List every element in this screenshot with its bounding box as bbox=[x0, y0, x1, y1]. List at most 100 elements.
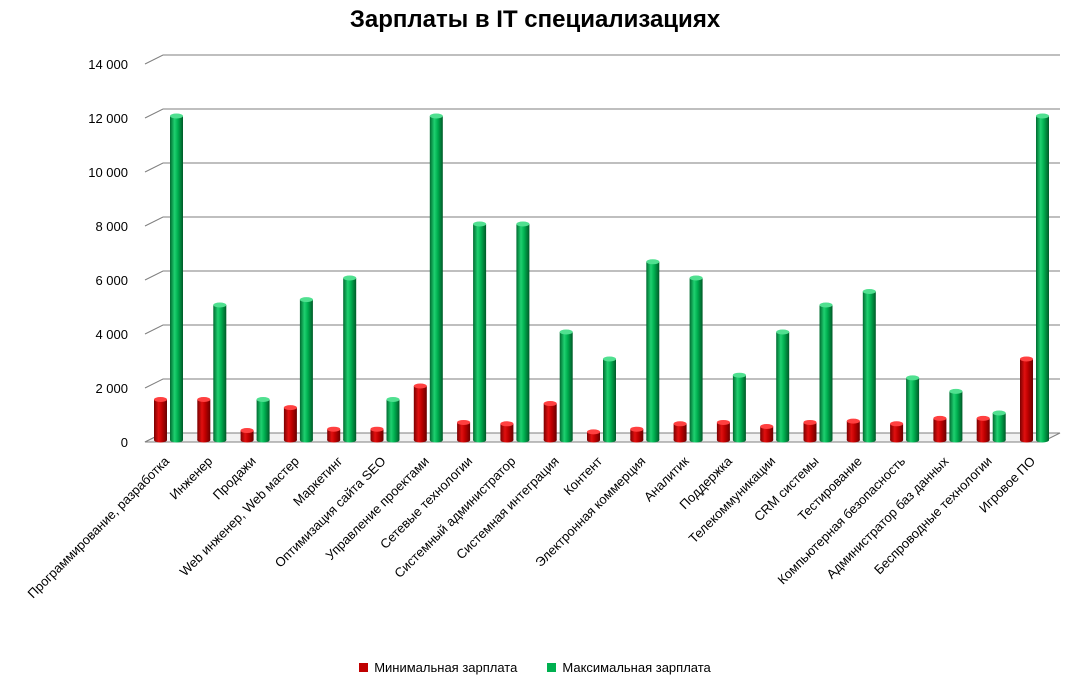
bar-top bbox=[343, 275, 357, 281]
bar-top bbox=[213, 302, 227, 308]
bar-top bbox=[327, 426, 341, 432]
bar-max bbox=[473, 221, 487, 443]
bar-top bbox=[283, 405, 297, 411]
bar-body bbox=[776, 332, 790, 440]
bar-base bbox=[803, 437, 817, 443]
bars bbox=[154, 113, 1049, 443]
bar-base bbox=[630, 437, 644, 443]
legend-item-min: Минимальная зарплата bbox=[359, 660, 517, 675]
bar-base bbox=[732, 437, 746, 443]
bar-top bbox=[819, 302, 833, 308]
bar-body bbox=[819, 305, 833, 440]
bar-base bbox=[949, 437, 963, 443]
bar-base bbox=[154, 437, 167, 443]
bar-base bbox=[716, 437, 730, 443]
bar-body bbox=[890, 423, 904, 440]
bar-top bbox=[370, 426, 384, 432]
bar-top bbox=[992, 410, 1006, 416]
bar-body bbox=[949, 391, 963, 440]
bar-body bbox=[1020, 359, 1033, 440]
bar-max bbox=[213, 302, 227, 443]
y-tick-label: 14 000 bbox=[88, 57, 128, 72]
bar-min bbox=[154, 397, 167, 443]
bar-min bbox=[630, 426, 644, 443]
gridlines bbox=[144, 54, 1061, 443]
legend: Минимальная зарплата Максимальная зарпла… bbox=[0, 660, 1070, 675]
bar-max bbox=[732, 372, 746, 443]
bar-base bbox=[862, 437, 876, 443]
bar-min bbox=[803, 419, 817, 443]
bar-min bbox=[933, 415, 947, 443]
y-tick-label: 0 bbox=[121, 435, 128, 450]
bar-top bbox=[890, 421, 904, 427]
bar-top bbox=[630, 426, 644, 432]
bar-max bbox=[689, 275, 703, 443]
gridline bbox=[144, 324, 1060, 335]
bar-base bbox=[516, 437, 530, 443]
bar-base bbox=[457, 437, 471, 443]
bar-base bbox=[500, 437, 514, 443]
legend-label-min: Минимальная зарплата bbox=[374, 660, 518, 675]
bar-body bbox=[906, 377, 920, 440]
bar-top bbox=[413, 383, 427, 389]
bar-max bbox=[819, 302, 833, 443]
y-tick-label: 8 000 bbox=[95, 219, 128, 234]
bar-base bbox=[906, 437, 920, 443]
chart-floor bbox=[144, 432, 1061, 443]
bar-body bbox=[992, 413, 1006, 440]
bar-top bbox=[299, 297, 313, 303]
bar-top bbox=[603, 356, 616, 362]
bar-max bbox=[949, 388, 963, 443]
bar-base bbox=[170, 437, 183, 443]
y-tick-label: 6 000 bbox=[95, 273, 128, 288]
bar-top bbox=[170, 113, 183, 119]
bar-body bbox=[1036, 116, 1049, 440]
bar-base bbox=[386, 437, 400, 443]
y-tick-label: 10 000 bbox=[88, 165, 128, 180]
bar-body bbox=[154, 399, 167, 440]
bar-max bbox=[256, 397, 270, 443]
bar-base bbox=[559, 437, 573, 443]
bar-body bbox=[716, 422, 730, 440]
x-tick-label: Инженер bbox=[167, 454, 216, 503]
bar-min bbox=[760, 424, 774, 443]
bar-body bbox=[327, 429, 341, 440]
bar-base bbox=[689, 437, 703, 443]
gridline bbox=[144, 108, 1060, 119]
bar-top bbox=[386, 397, 400, 402]
bar-min bbox=[976, 415, 990, 443]
bar-body bbox=[197, 399, 211, 440]
bar-base bbox=[413, 437, 427, 443]
bar-base bbox=[299, 437, 313, 443]
bar-base bbox=[1036, 437, 1049, 443]
gridline bbox=[144, 162, 1060, 173]
y-tick-label: 12 000 bbox=[88, 111, 128, 126]
bar-body bbox=[603, 359, 616, 440]
bar-top bbox=[803, 419, 817, 425]
bar-body bbox=[213, 305, 227, 440]
bar-base bbox=[819, 437, 833, 443]
bar-base bbox=[603, 437, 616, 443]
bar-max bbox=[386, 397, 400, 443]
bar-base bbox=[343, 437, 357, 443]
bar-max bbox=[603, 356, 616, 443]
bar-top bbox=[240, 428, 254, 434]
bar-top bbox=[154, 397, 167, 402]
bar-max bbox=[776, 329, 790, 443]
bar-top bbox=[949, 388, 963, 394]
bar-max bbox=[343, 275, 357, 443]
bar-min bbox=[370, 426, 384, 443]
bar-body bbox=[732, 375, 746, 440]
bar-body bbox=[256, 399, 270, 440]
bar-top bbox=[197, 397, 211, 402]
bar-top bbox=[976, 415, 990, 421]
bar-max bbox=[170, 113, 183, 443]
bar-base bbox=[890, 437, 904, 443]
bar-body bbox=[516, 224, 530, 440]
bar-base bbox=[370, 437, 384, 443]
bar-max bbox=[559, 329, 573, 443]
bar-min bbox=[673, 421, 687, 443]
gridline bbox=[144, 54, 1060, 65]
bar-top bbox=[933, 415, 947, 421]
x-tick-label: Контент bbox=[560, 453, 605, 498]
